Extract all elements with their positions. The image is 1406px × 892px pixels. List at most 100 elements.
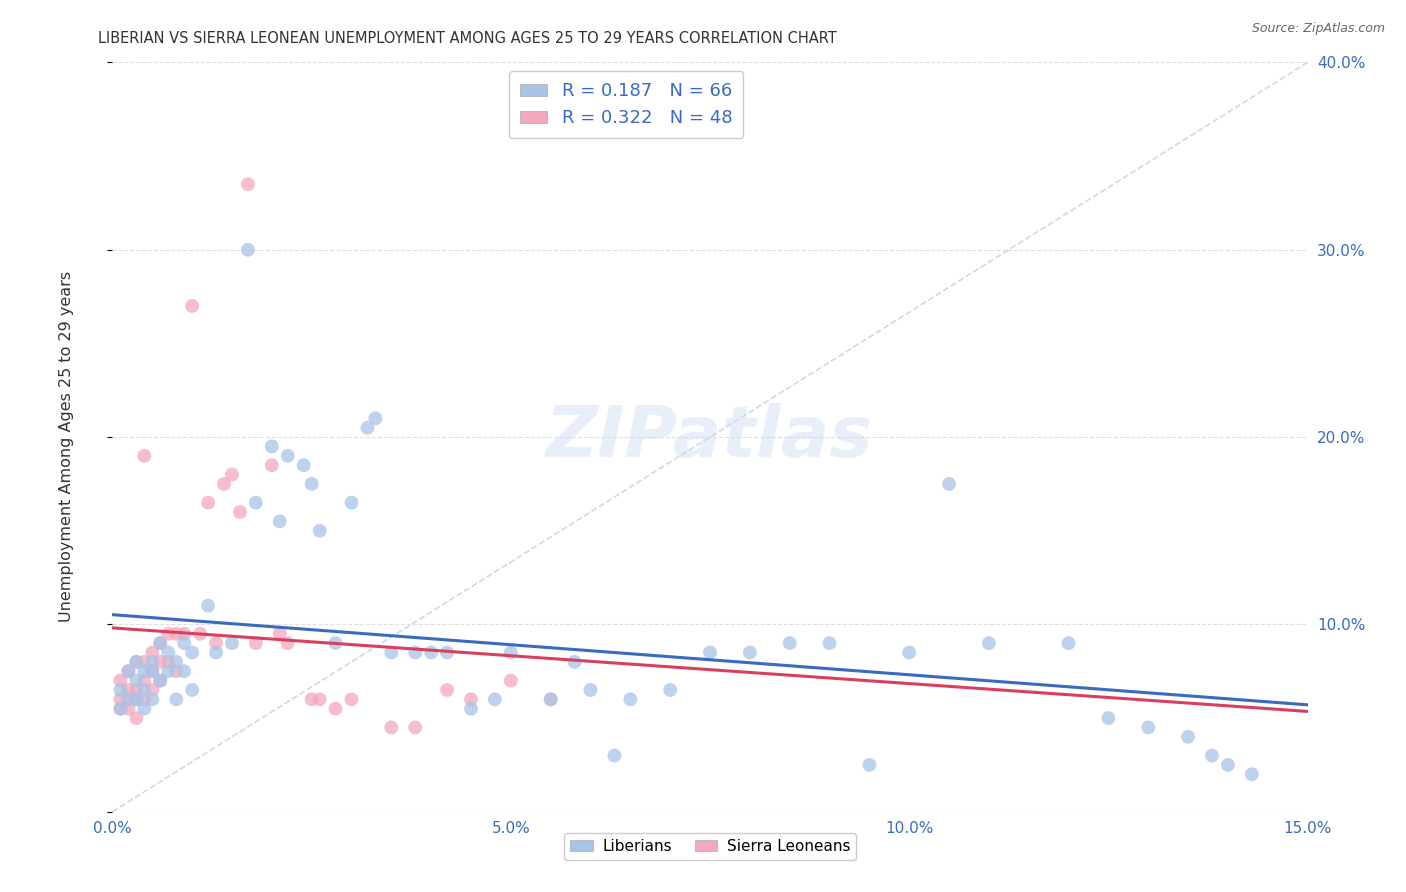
Point xyxy=(221,467,243,482)
Point xyxy=(1057,636,1080,650)
Point xyxy=(380,721,402,735)
Point xyxy=(125,655,148,669)
Legend: Liberians, Sierra Leoneans: Liberians, Sierra Leoneans xyxy=(564,833,856,860)
Point xyxy=(779,636,801,650)
Point xyxy=(205,646,228,660)
Point xyxy=(110,692,132,706)
Point xyxy=(205,636,228,650)
Point xyxy=(301,692,323,706)
Point xyxy=(134,673,156,688)
Point xyxy=(245,636,267,650)
Point xyxy=(540,692,562,706)
Point xyxy=(898,646,921,660)
Point xyxy=(181,646,204,660)
Point xyxy=(229,505,252,519)
Point xyxy=(1177,730,1199,744)
Point xyxy=(579,683,602,698)
Point xyxy=(325,701,347,715)
Point xyxy=(125,711,148,725)
Point xyxy=(1201,748,1223,763)
Point xyxy=(1097,711,1119,725)
Point xyxy=(134,701,156,715)
Point xyxy=(420,646,443,660)
Point xyxy=(110,673,132,688)
Point xyxy=(245,496,267,510)
Point xyxy=(619,692,641,706)
Point xyxy=(292,458,315,473)
Point xyxy=(340,692,363,706)
Point xyxy=(460,701,482,715)
Point xyxy=(977,636,1000,650)
Text: LIBERIAN VS SIERRA LEONEAN UNEMPLOYMENT AMONG AGES 25 TO 29 YEARS CORRELATION CH: LIBERIAN VS SIERRA LEONEAN UNEMPLOYMENT … xyxy=(98,31,837,46)
Text: ZIPatlas: ZIPatlas xyxy=(547,402,873,472)
Point xyxy=(117,692,139,706)
Point xyxy=(134,664,156,679)
Point xyxy=(157,655,180,669)
Point xyxy=(117,664,139,679)
Point xyxy=(173,664,195,679)
Point xyxy=(484,692,506,706)
Point xyxy=(141,655,163,669)
Point xyxy=(197,599,219,613)
Point xyxy=(157,664,180,679)
Point xyxy=(499,646,522,660)
Point xyxy=(149,673,172,688)
Point xyxy=(364,411,387,425)
Point xyxy=(818,636,841,650)
Point xyxy=(141,692,163,706)
Point xyxy=(221,636,243,650)
Point xyxy=(173,636,195,650)
Point xyxy=(260,440,283,453)
Text: Source: ZipAtlas.com: Source: ZipAtlas.com xyxy=(1251,22,1385,36)
Point xyxy=(141,664,163,679)
Point xyxy=(699,646,721,660)
Point xyxy=(603,748,626,763)
Point xyxy=(110,701,132,715)
Point xyxy=(301,476,323,491)
Point xyxy=(460,692,482,706)
Point xyxy=(236,243,259,257)
Point xyxy=(212,476,235,491)
Point xyxy=(340,496,363,510)
Point xyxy=(149,655,172,669)
Point xyxy=(141,664,163,679)
Point xyxy=(173,626,195,640)
Point xyxy=(157,646,180,660)
Point xyxy=(564,655,586,669)
Point xyxy=(134,449,156,463)
Point xyxy=(134,683,156,698)
Point xyxy=(149,636,172,650)
Point xyxy=(404,721,426,735)
Point xyxy=(197,496,219,510)
Point xyxy=(110,683,132,698)
Point xyxy=(125,692,148,706)
Point xyxy=(308,524,330,538)
Point xyxy=(1137,721,1160,735)
Point xyxy=(125,683,148,698)
Point xyxy=(181,299,204,313)
Point xyxy=(858,758,880,772)
Point xyxy=(436,683,458,698)
Point xyxy=(141,683,163,698)
Point xyxy=(269,626,291,640)
Point xyxy=(149,636,172,650)
Point xyxy=(117,701,139,715)
Point xyxy=(165,655,187,669)
Point xyxy=(659,683,682,698)
Point xyxy=(277,636,299,650)
Point xyxy=(1240,767,1263,781)
Point xyxy=(1216,758,1239,772)
Point xyxy=(117,692,139,706)
Point xyxy=(165,664,187,679)
Point xyxy=(134,655,156,669)
Point xyxy=(738,646,761,660)
Point xyxy=(938,476,960,491)
Point xyxy=(134,692,156,706)
Point xyxy=(308,692,330,706)
Point xyxy=(125,692,148,706)
Point xyxy=(325,636,347,650)
Point xyxy=(125,655,148,669)
Point xyxy=(117,664,139,679)
Point xyxy=(157,626,180,640)
Point xyxy=(277,449,299,463)
